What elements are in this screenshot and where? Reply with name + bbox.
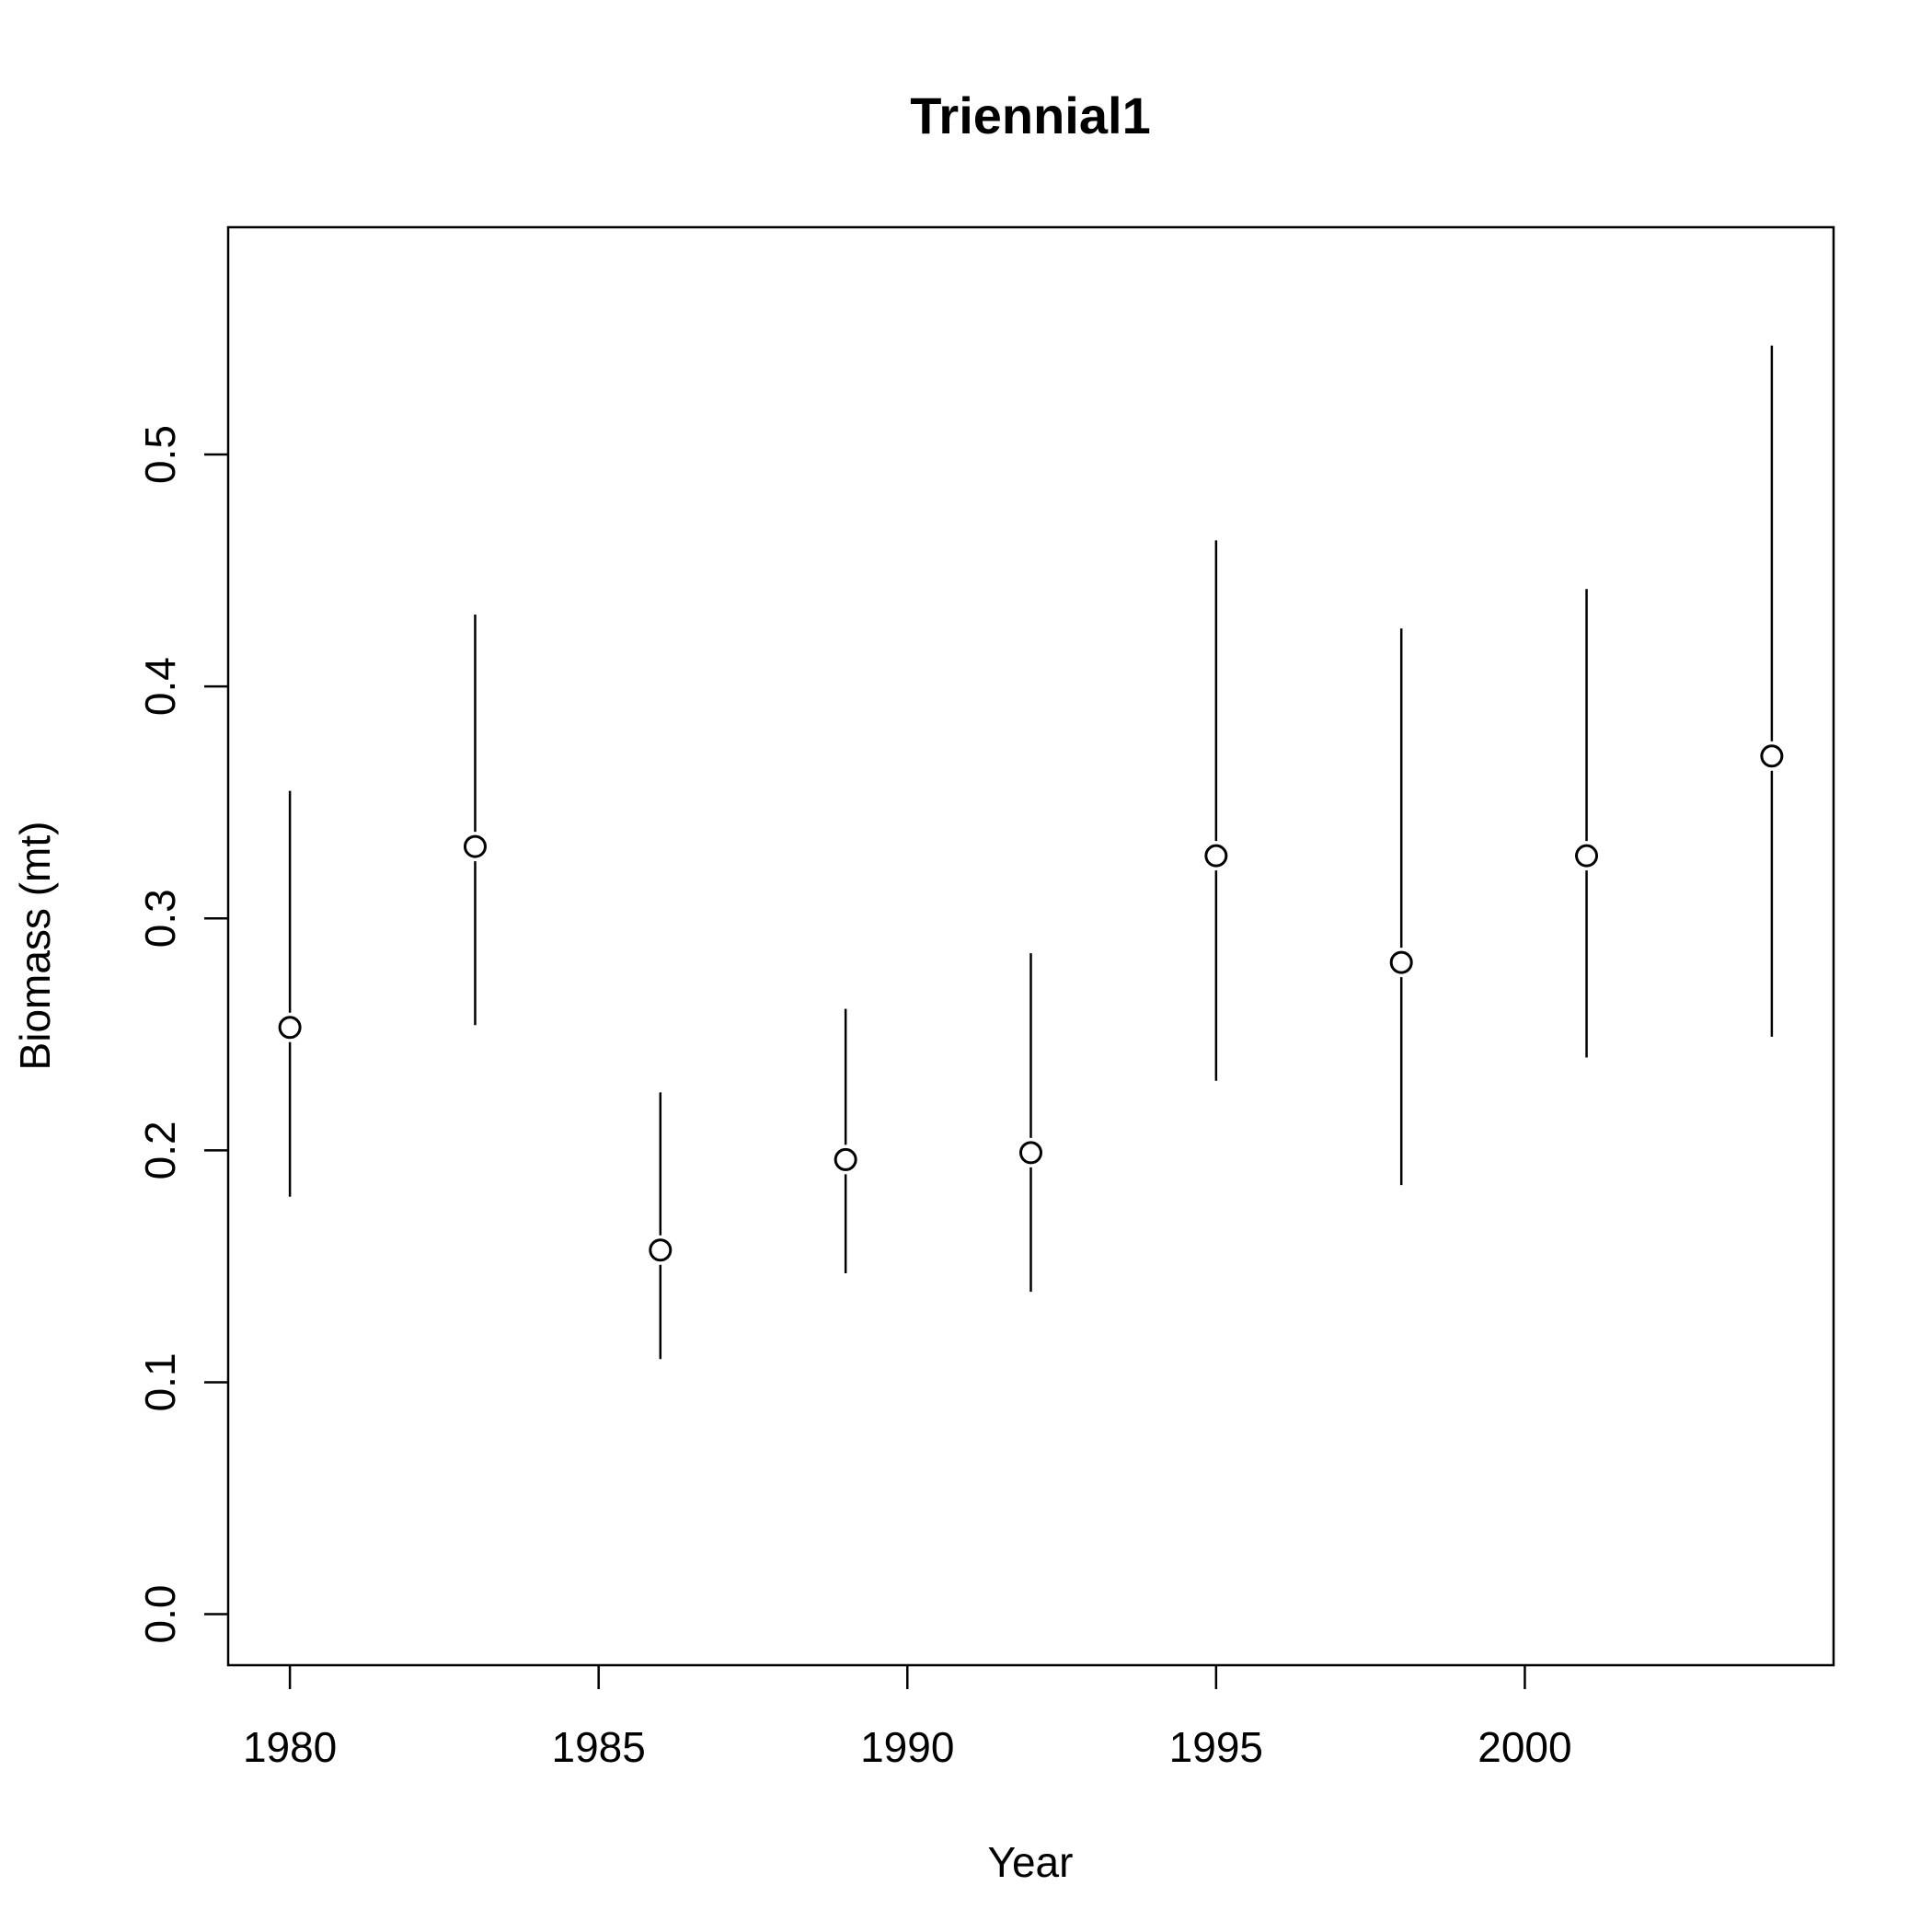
data-point bbox=[278, 1016, 302, 1040]
y-axis-label: Biomass (mt) bbox=[11, 822, 59, 1071]
data-point bbox=[1389, 950, 1413, 974]
data-point bbox=[834, 1147, 857, 1171]
chart-title: Triennial1 bbox=[910, 86, 1150, 144]
y-tick-label: 0.3 bbox=[136, 889, 184, 948]
data-point bbox=[1204, 844, 1228, 868]
data-point bbox=[1760, 744, 1784, 768]
x-tick-label: 1990 bbox=[860, 1723, 954, 1771]
y-tick-label: 0.2 bbox=[136, 1121, 184, 1179]
data-point bbox=[1019, 1141, 1042, 1165]
x-tick-label: 1980 bbox=[243, 1723, 337, 1771]
x-axis-label: Year bbox=[988, 1838, 1074, 1886]
x-tick-label: 1995 bbox=[1169, 1723, 1263, 1771]
data-point bbox=[1575, 844, 1599, 868]
y-tick-label: 0.5 bbox=[136, 425, 184, 484]
data-series bbox=[278, 345, 1784, 1360]
y-axis: 0.0 0.1 0.2 0.3 0.4 0.5 bbox=[136, 425, 228, 1644]
y-tick-label: 0.4 bbox=[136, 657, 184, 716]
y-tick-label: 0.0 bbox=[136, 1585, 184, 1644]
x-axis: 1980 1985 1990 1995 2000 bbox=[243, 1665, 1572, 1771]
plot-frame bbox=[226, 225, 1835, 1667]
x-tick-label: 2000 bbox=[1478, 1723, 1571, 1771]
x-tick-label: 1985 bbox=[552, 1723, 646, 1771]
data-point bbox=[463, 834, 487, 858]
data-point bbox=[649, 1238, 673, 1262]
y-tick-label: 0.1 bbox=[136, 1352, 184, 1411]
